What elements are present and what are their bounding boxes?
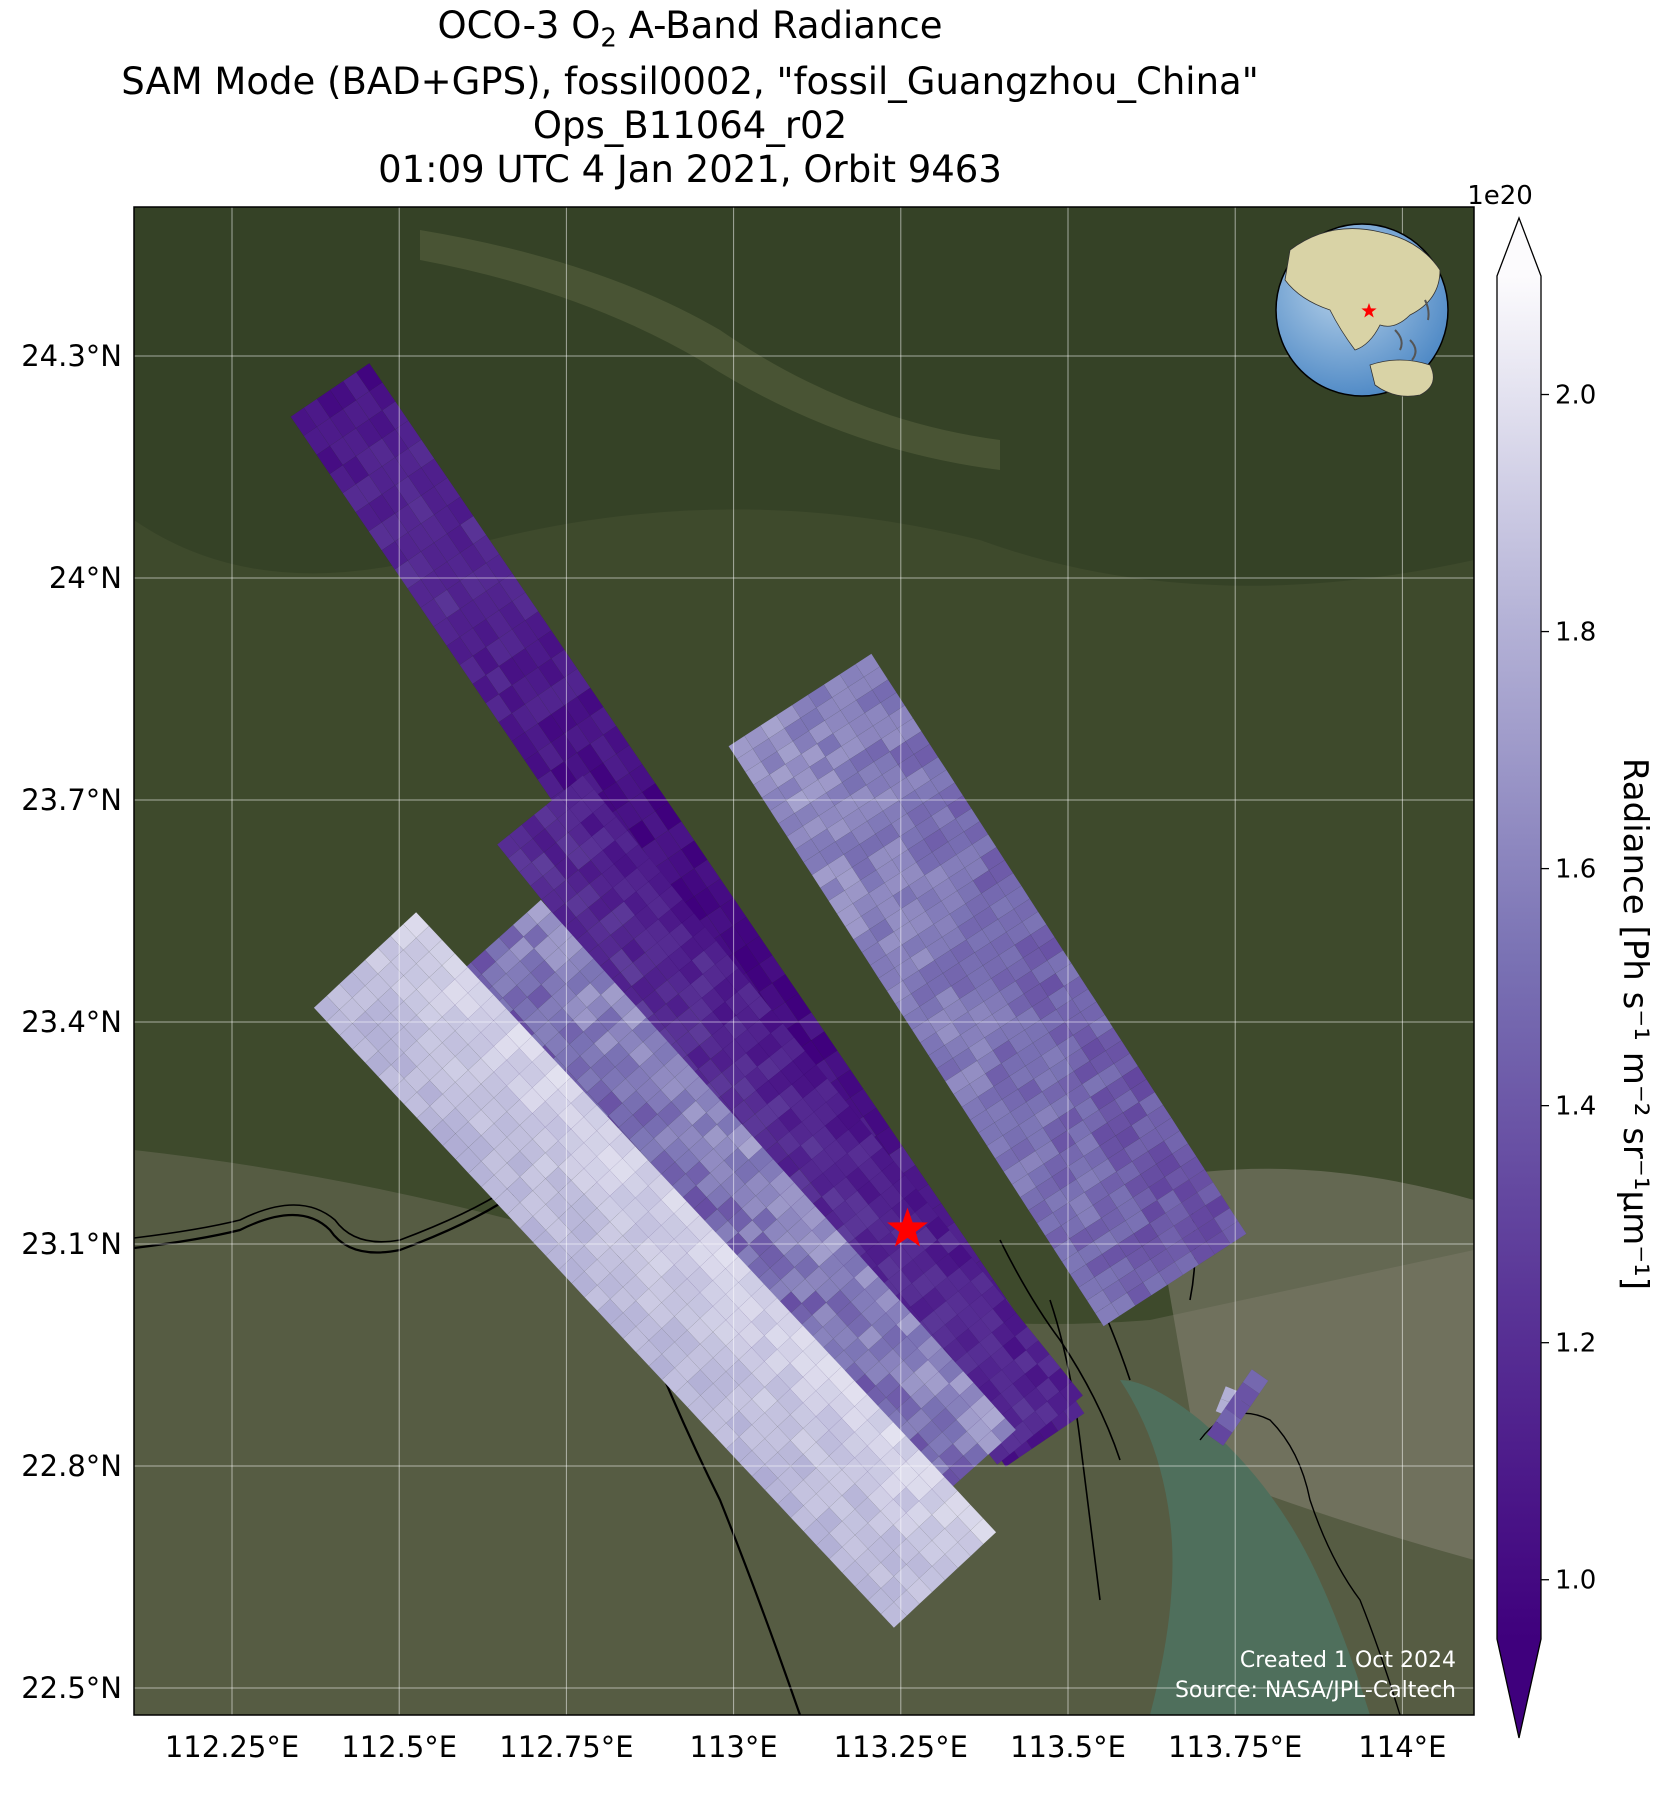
footprint-cell bbox=[1206, 1421, 1233, 1446]
lon-tick-label: 113°E bbox=[690, 1730, 778, 1764]
lon-tick-label: 113.25°E bbox=[834, 1730, 968, 1764]
colorbar-tick-label: 1.4 bbox=[1555, 1092, 1596, 1122]
lat-tick-label: 23.4°N bbox=[21, 1005, 122, 1039]
lat-tick-label: 23.7°N bbox=[21, 783, 122, 817]
lon-tick-label: 114°E bbox=[1358, 1730, 1446, 1764]
footprint-cell bbox=[880, 1601, 907, 1629]
map-title: OCO-3 O2 A-Band Radiance SAM Mode (BAD+G… bbox=[0, 4, 1380, 192]
lon-tick-label: 112.75°E bbox=[499, 1730, 633, 1764]
colorbar-multiplier: 1e20 bbox=[1467, 181, 1533, 211]
basemap-valley bbox=[420, 230, 1000, 470]
colorbar-tick-label: 1.0 bbox=[1555, 1566, 1596, 1596]
colorbar-body bbox=[1497, 276, 1541, 1639]
lat-tick-label: 24°N bbox=[49, 561, 122, 595]
colorbar-tick-label: 1.8 bbox=[1555, 618, 1596, 648]
radiance-swaths bbox=[290, 363, 1269, 1629]
title-line-4: 01:09 UTC 4 Jan 2021, Orbit 9463 bbox=[378, 148, 1002, 192]
latitude-tick-labels: 24.3°N 24°N 23.7°N 23.4°N 23.1°N 22.8°N 22.5°N bbox=[21, 339, 122, 1705]
gridlines bbox=[134, 207, 1474, 1715]
lat-tick-label: 24.3°N bbox=[21, 339, 122, 373]
lon-tick-label: 113.75°E bbox=[1168, 1730, 1302, 1764]
title-line-1: OCO-3 O2 A-Band Radiance bbox=[437, 4, 943, 54]
credit-source: Source: NASA/JPL-Caltech bbox=[1175, 1678, 1456, 1703]
globe-islands bbox=[1394, 299, 1430, 361]
map-area: Created 1 Oct 2024 Source: NASA/JPL-Calt… bbox=[134, 207, 1474, 1715]
lat-tick-label: 22.8°N bbox=[21, 1449, 122, 1483]
globe-star-icon bbox=[1361, 303, 1377, 318]
globe-asia-landmass bbox=[1284, 228, 1441, 351]
lon-tick-label: 112.5°E bbox=[341, 1730, 457, 1764]
colorbar: 1.0 1.2 1.4 1.6 1.8 2.0 1e20 bbox=[1467, 181, 1596, 1739]
footprint-cell bbox=[1095, 1302, 1120, 1327]
pearl-river-estuary bbox=[1120, 1380, 1370, 1715]
target-star-icon bbox=[887, 1207, 928, 1247]
longitude-tick-labels: 112.25°E 112.5°E 112.75°E 113°E 113.25°E 113.… bbox=[165, 1730, 1447, 1764]
globe-inset bbox=[1275, 223, 1449, 397]
lon-tick-label: 112.25°E bbox=[165, 1730, 299, 1764]
colorbar-extend-top bbox=[1497, 218, 1541, 276]
colorbar-ticks: 1.0 1.2 1.4 1.6 1.8 2.0 bbox=[1541, 381, 1596, 1596]
colorbar-tick-label: 1.6 bbox=[1555, 855, 1596, 885]
lat-tick-label: 22.5°N bbox=[21, 1671, 122, 1705]
title-line-3: Ops_B11064_r02 bbox=[532, 104, 848, 148]
coastline-east bbox=[1199, 1412, 1401, 1715]
colorbar-outline bbox=[1496, 216, 1542, 1739]
title-line-2: SAM Mode (BAD+GPS), fossil0002, "fossil_… bbox=[121, 60, 1259, 104]
lon-tick-label: 113.5°E bbox=[1010, 1730, 1126, 1764]
colorbar-label: Radiance [Ph s⁻¹ m⁻² sr⁻¹μm⁻¹] bbox=[1615, 757, 1655, 1291]
colorbar-extend-bottom bbox=[1497, 1639, 1541, 1738]
credit-created: Created 1 Oct 2024 bbox=[1240, 1648, 1456, 1673]
map-frame bbox=[133, 206, 1475, 1716]
lat-tick-label: 23.1°N bbox=[21, 1227, 122, 1261]
colorbar-tick-label: 1.2 bbox=[1555, 1329, 1596, 1359]
colorbar-tick-label: 2.0 bbox=[1555, 381, 1596, 411]
globe-australia bbox=[1369, 359, 1434, 397]
